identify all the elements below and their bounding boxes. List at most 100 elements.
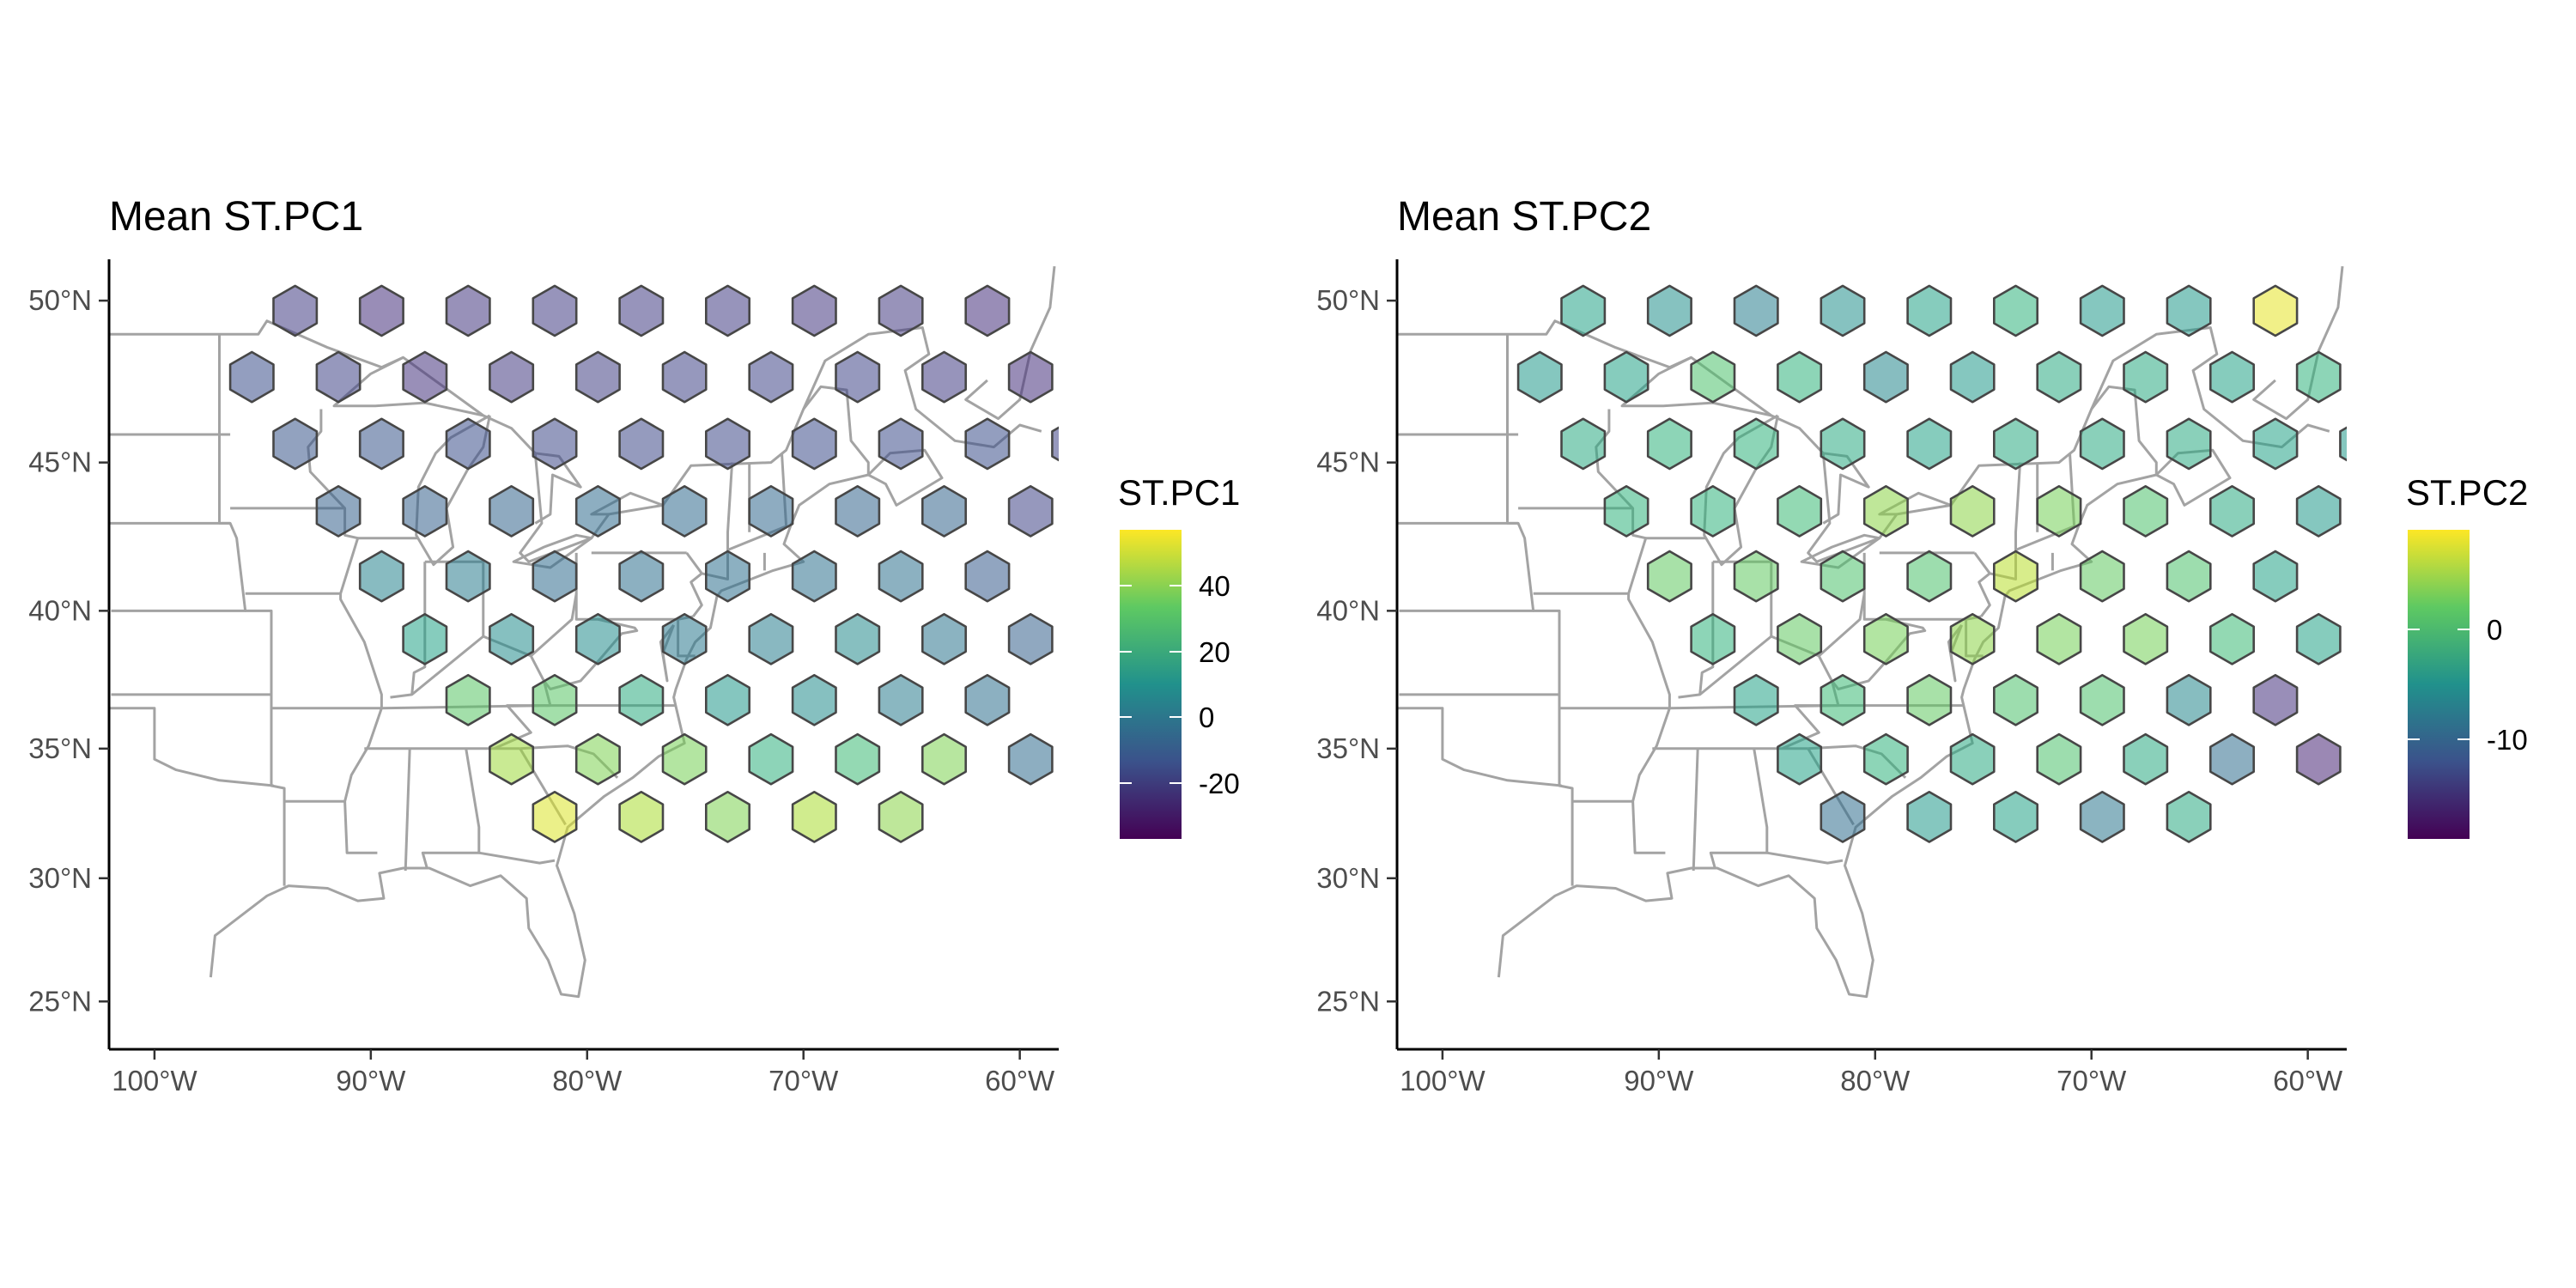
y-tick-label: 25°N xyxy=(28,985,92,1017)
hex-cell xyxy=(445,673,491,726)
map-panel-st-pc2: Mean ST.PC2 50°N 45°N 40°N 35°N 30°N 25°N 100°… xyxy=(1288,0,2576,1288)
hex-cell xyxy=(1992,550,2039,603)
hex-cell xyxy=(1007,732,1054,786)
hex-cell xyxy=(2339,426,2347,462)
hex-cell xyxy=(358,284,404,337)
hex-cell xyxy=(921,484,967,538)
hex-cell xyxy=(1862,612,1909,665)
hex-cell xyxy=(1820,417,1866,471)
x-tick-label: 100°W xyxy=(112,1065,197,1097)
hex-cell xyxy=(2166,790,2212,843)
hex-cell xyxy=(1906,790,1953,843)
hex-cell xyxy=(1906,673,1953,726)
y-tick-label: 30°N xyxy=(1316,862,1380,894)
hex-cell xyxy=(1906,417,1953,471)
y-tick-label: 35°N xyxy=(28,732,92,764)
x-tick-label: 70°W xyxy=(769,1065,839,1097)
x-tick-label: 60°W xyxy=(985,1065,1055,1097)
hex-cell xyxy=(2123,350,2169,404)
hex-cell xyxy=(1690,350,1736,404)
hex-cell xyxy=(748,612,794,665)
hex-cell xyxy=(2036,612,2082,665)
hex-cell xyxy=(1051,426,1059,462)
panel-title: Mean ST.PC1 xyxy=(109,194,364,240)
hex-cell xyxy=(2252,550,2299,603)
hex-cell xyxy=(1992,417,2039,471)
y-tick-label: 45°N xyxy=(28,447,92,478)
hex-cell xyxy=(2123,732,2169,786)
colorbar-tick xyxy=(1120,716,1182,719)
hex-cell xyxy=(791,790,837,843)
hex-cell xyxy=(1949,484,1996,538)
map-outline xyxy=(690,572,703,617)
hex-cell xyxy=(748,484,794,538)
hex-cell xyxy=(1690,612,1736,665)
map-outline xyxy=(332,355,484,417)
legend-title: ST.PC2 xyxy=(2406,472,2529,513)
hex-cell xyxy=(358,417,404,471)
hex-cell xyxy=(1992,284,2039,337)
hex-cell xyxy=(921,732,967,786)
hex-cell xyxy=(2036,732,2082,786)
map-outline xyxy=(964,265,1056,421)
hex-cell xyxy=(704,284,751,337)
hex-cell xyxy=(228,350,275,404)
hex-map-st-pc2: 50°N 45°N 40°N 35°N 30°N 25°N 100°W 90°W 80°W 70°… xyxy=(1316,259,2347,1097)
hex-cell xyxy=(2295,732,2342,786)
hex-cell xyxy=(1646,284,1692,337)
hex-cell xyxy=(835,612,881,665)
x-tick-label: 90°W xyxy=(1624,1065,1694,1097)
hex-cell xyxy=(791,417,837,471)
hex-cell xyxy=(1007,484,1054,538)
colorbar-tick xyxy=(1120,585,1182,587)
colorbar-tick-label: 20 xyxy=(1199,635,1230,668)
hex-cell xyxy=(618,790,665,843)
map-outline xyxy=(219,319,870,563)
map-outline xyxy=(1692,748,1699,872)
hex-cell xyxy=(618,417,665,471)
hex-cell xyxy=(1733,673,1779,726)
map-outline xyxy=(1766,851,1844,865)
hex-cell xyxy=(532,673,578,726)
hex-cell xyxy=(1820,790,1866,843)
hex-cell xyxy=(2209,612,2255,665)
map-outline xyxy=(1595,409,1671,854)
hex-cell xyxy=(791,284,837,337)
hex-layer xyxy=(1516,284,2347,843)
hex-cell xyxy=(1560,417,1607,471)
hex-cell xyxy=(2209,350,2255,404)
hex-cell xyxy=(878,790,924,843)
hex-cell xyxy=(964,284,1011,337)
hex-cell xyxy=(2252,417,2299,471)
x-tick-label: 80°W xyxy=(1840,1065,1911,1097)
hex-cell xyxy=(2209,732,2255,786)
map-outline xyxy=(1497,473,2157,999)
hex-cell xyxy=(1007,612,1054,665)
y-tick-label: 30°N xyxy=(28,862,92,894)
hex-cell xyxy=(1516,350,1563,404)
hex-cell xyxy=(1949,350,1996,404)
hex-cell xyxy=(402,612,448,665)
hex-cell xyxy=(661,484,708,538)
hex-cell xyxy=(661,612,708,665)
map-outline xyxy=(109,707,274,787)
hex-cell xyxy=(835,484,881,538)
hex-layer xyxy=(228,284,1059,843)
hex-cell xyxy=(835,350,881,404)
hex-cell xyxy=(964,673,1011,726)
panel-title: Mean ST.PC2 xyxy=(1397,194,1652,240)
hex-cell xyxy=(1777,484,1823,538)
hex-cell xyxy=(574,612,621,665)
hex-cell xyxy=(445,284,491,337)
hex-cell xyxy=(618,550,665,603)
hex-cell xyxy=(2123,484,2169,538)
hex-cell xyxy=(1820,550,1866,603)
hex-cell xyxy=(618,673,665,726)
map-outline xyxy=(1978,572,1991,617)
hex-cell xyxy=(704,790,751,843)
hex-cell xyxy=(2079,284,2125,337)
hex-cell xyxy=(445,550,491,603)
hex-cell xyxy=(2252,673,2299,726)
legend-title: ST.PC1 xyxy=(1118,472,1241,513)
hex-cell xyxy=(489,350,535,404)
